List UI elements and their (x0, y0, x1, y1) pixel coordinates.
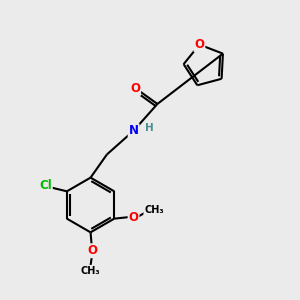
Text: CH₃: CH₃ (144, 205, 164, 215)
Text: Cl: Cl (39, 179, 52, 193)
Text: H: H (145, 123, 154, 133)
Text: O: O (87, 244, 97, 257)
Text: O: O (130, 82, 140, 95)
Text: N: N (129, 124, 139, 137)
Text: CH₃: CH₃ (81, 266, 100, 276)
Text: O: O (194, 38, 204, 51)
Text: O: O (129, 211, 139, 224)
